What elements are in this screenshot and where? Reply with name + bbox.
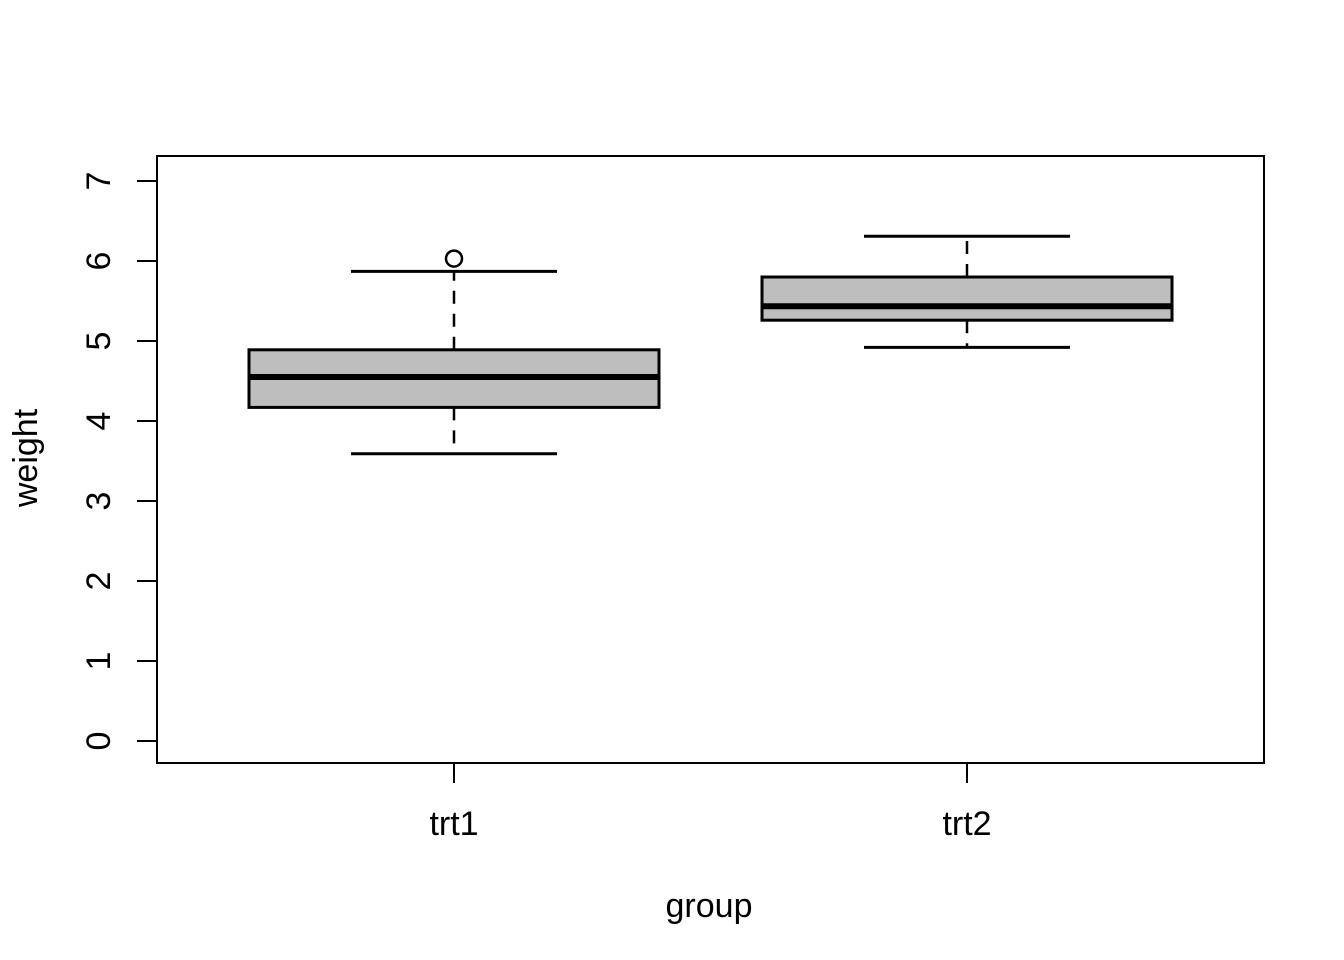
outlier-point	[444, 249, 464, 268]
y-axis-title: weight	[7, 408, 45, 508]
x-tick-label: trt1	[429, 805, 478, 843]
y-tick-label: 4	[80, 412, 118, 431]
x-tick-label: trt2	[942, 805, 991, 843]
y-tick-label: 1	[80, 652, 118, 671]
y-tick-label: 5	[80, 332, 118, 351]
y-tick-label: 6	[80, 252, 118, 271]
y-tick-label: 0	[80, 732, 118, 751]
y-tick-label: 2	[80, 572, 118, 591]
x-axis-title: group	[665, 887, 753, 925]
y-tick-label: 3	[80, 492, 118, 511]
plot-border	[156, 155, 1265, 764]
y-tick-label: 7	[80, 172, 118, 191]
iqr-box	[760, 275, 1174, 322]
